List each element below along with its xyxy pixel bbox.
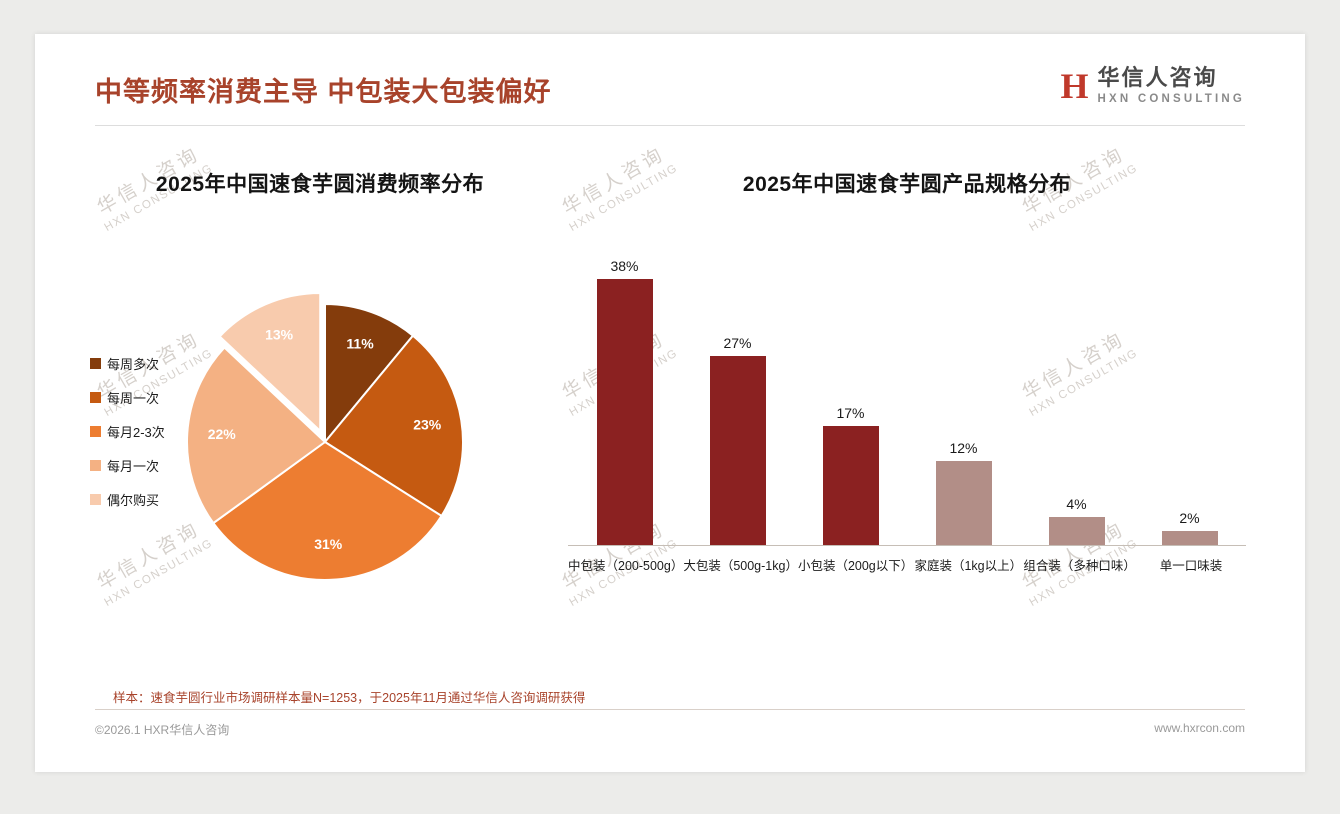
legend-swatch (90, 425, 101, 437)
pie-data-label: 22% (208, 426, 237, 442)
bar-chart-title: 2025年中国速食芋圆产品规格分布 (742, 173, 1072, 196)
bar-value-label: 17% (836, 405, 865, 421)
pie-slice-3 (211, 440, 443, 581)
bar-chart: 38% 27% 17% 12% 4% 2% 中包装（200-500g） 大包装（500g-1… (564, 243, 1250, 574)
legend-swatch (90, 459, 101, 471)
bar-value-label: 2% (1179, 510, 1200, 526)
legend-item: 每月一次 (90, 456, 175, 475)
bar-column: 38% (568, 258, 681, 545)
pie-data-label: 11% (346, 335, 374, 351)
bar (822, 426, 879, 545)
slide-card: 华信人咨询 HXN CONSULTING 华信人咨询 HXN CONSULTING 华信… (35, 34, 1305, 772)
bar-value-label: 38% (610, 258, 639, 274)
sample-note: 样本：速食芋圆行业市场调研样本量N=1253，于2025年11月通过华信人咨询调… (113, 691, 586, 705)
legend-label: 偶尔购买 (107, 492, 160, 508)
pie-chart: 11% 23% 31% 22% 13% (186, 292, 464, 581)
company-logo: H 华信人咨询 HXN CONSULTING (1060, 65, 1245, 106)
page-title: 中等频率消费主导 中包装大包装偏好 (95, 77, 552, 107)
pie-chart-title: 2025年中国速食芋圆消费频率分布 (155, 173, 485, 196)
legend-label: 每月一次 (107, 458, 160, 474)
bar-column: 2% (1133, 510, 1246, 545)
footer: ©2026.1 HXR华信人咨询 www.hxrcon.com (95, 709, 1245, 738)
pie-chart-section: 2025年中国速食芋圆消费频率分布 每周多次每周一次每月2-3次 每月一次偶尔购买… (90, 168, 550, 592)
bar-column: 12% (907, 440, 1020, 545)
pie-slice-5 (218, 292, 322, 434)
header-divider (95, 125, 1245, 126)
bar-category-label: 单一口味装 (1159, 559, 1223, 573)
bar-column: 4% (1020, 496, 1133, 545)
legend-item: 偶尔购买 (90, 490, 175, 509)
pie-chart-area: 每周多次每周一次每月2-3次 每月一次偶尔购买 11% 23% 31% 22% 13% (90, 292, 550, 592)
legend-label: 每周一次 (107, 390, 160, 406)
bar (1161, 531, 1218, 545)
bar-category-label: 家庭装（1kg以上） (914, 559, 1023, 573)
legend-label: 每周多次 (107, 356, 160, 372)
bar-column: 27% (681, 335, 794, 545)
bar (1048, 517, 1105, 545)
bars-row: 38% 27% 17% 12% 4% 2% (568, 243, 1246, 546)
bar-value-label: 12% (949, 440, 978, 456)
legend-label: 每月2-3次 (107, 424, 165, 440)
pie-slice-2 (323, 334, 464, 518)
bar (935, 461, 992, 545)
pie-data-label: 13% (265, 327, 294, 343)
footer-website-link[interactable]: www.hxrcon.com (1154, 721, 1245, 735)
bar-category-label: 组合装（多种口味） (1023, 559, 1136, 573)
pie-data-label: 23% (413, 417, 442, 433)
bar-value-label: 4% (1066, 496, 1087, 512)
bar-category-label: 大包装（500g-1kg） (683, 559, 798, 573)
logo-mark-icon: H (1060, 65, 1089, 106)
logo-name-en: HXN CONSULTING (1097, 93, 1245, 106)
legend-swatch (90, 357, 101, 369)
bar-category-label: 小包装（200g以下） (797, 559, 914, 573)
logo-text: 华信人咨询 HXN CONSULTING (1097, 65, 1245, 106)
pie-data-label: 31% (314, 536, 343, 552)
legend-swatch (90, 493, 101, 505)
pie-legend: 每周多次每周一次每月2-3次 每月一次偶尔购买 (90, 354, 175, 509)
logo-name-cn: 华信人咨询 (1097, 65, 1218, 90)
legend-item: 每周一次 (90, 388, 175, 407)
footer-copyright: ©2026.1 HXR华信人咨询 (95, 723, 230, 737)
bar (596, 279, 653, 545)
bar-chart-section: 2025年中国速食芋圆产品规格分布 38% 27% 17% 12% 4% 2% 中包装（2… (550, 168, 1250, 592)
legend-swatch (90, 391, 101, 403)
pie-slice-1 (324, 302, 415, 445)
legend-item: 每月2-3次 (90, 422, 175, 441)
bar-value-label: 27% (723, 335, 752, 351)
bar-category-label: 中包装（200-500g） (568, 559, 684, 573)
bar-categories-row: 中包装（200-500g） 大包装（500g-1kg） 小包装（200g以下） 家庭装… (568, 555, 1246, 574)
header: 中等频率消费主导 中包装大包装偏好 H 华信人咨询 HXN CONSULTING (35, 34, 1305, 109)
bar-column: 17% (794, 405, 907, 545)
charts-row: 2025年中国速食芋圆消费频率分布 每周多次每周一次每月2-3次 每月一次偶尔购买… (35, 168, 1305, 592)
bar (709, 356, 766, 545)
pie-slice-4 (186, 346, 327, 525)
slide-content: 中等频率消费主导 中包装大包装偏好 H 华信人咨询 HXN CONSULTING… (35, 34, 1305, 772)
legend-item: 每周多次 (90, 354, 175, 373)
